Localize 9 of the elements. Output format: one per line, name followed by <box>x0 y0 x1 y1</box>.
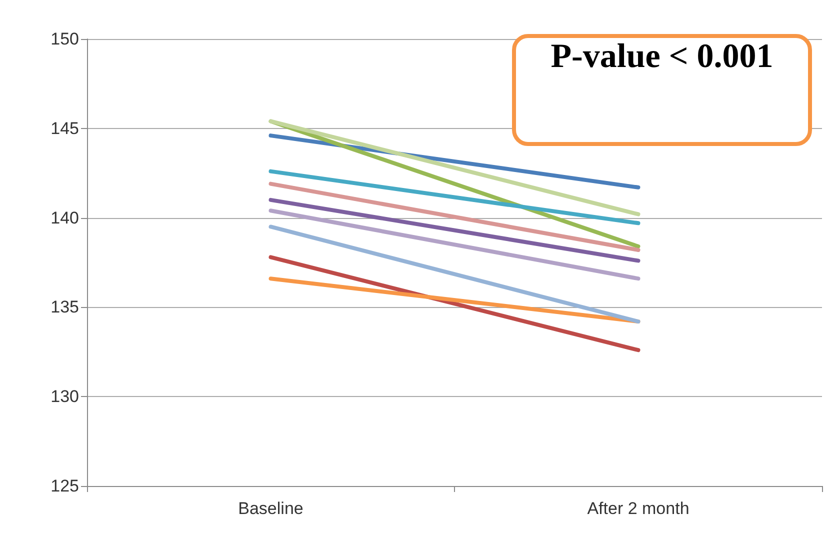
x-tick-label: Baseline <box>238 499 304 518</box>
y-tick-label: 145 <box>50 118 79 138</box>
y-tick-label: 125 <box>50 476 79 496</box>
y-tick-label: 135 <box>50 298 79 317</box>
annotation: P-value < 0.001 <box>512 34 812 146</box>
x-tick-label: After 2 month <box>587 499 690 518</box>
y-tick-label: 130 <box>50 387 79 406</box>
y-tick-label: 150 <box>50 30 79 48</box>
y-tick-label: 140 <box>50 208 79 228</box>
